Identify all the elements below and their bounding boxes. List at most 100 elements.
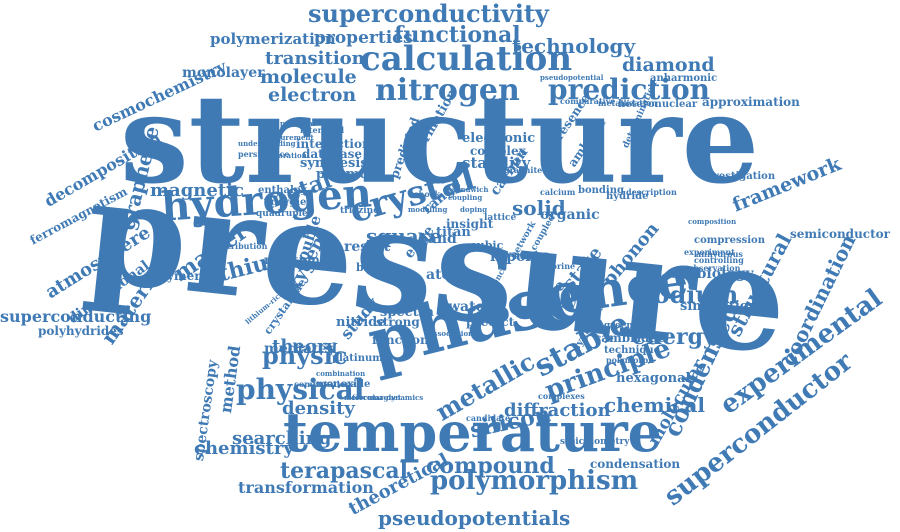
word-spectra: spectra <box>380 305 434 320</box>
word-stability: stability <box>462 154 531 172</box>
word-observation: observation <box>688 263 741 273</box>
word-polymorph: polymorph <box>606 355 655 365</box>
word-diamond: diamond <box>622 54 715 76</box>
word-monolayer: monolayer <box>182 65 265 81</box>
word-heteronuclear: heteronuclear <box>618 99 698 110</box>
word-composition: composition <box>688 217 737 226</box>
word-polymeric: polymeric <box>146 269 213 283</box>
word-band: band <box>418 231 457 247</box>
word-computational: computational <box>294 379 360 389</box>
word-mediated: mediated <box>264 341 338 357</box>
word-nitrogen: nitrogen <box>375 73 520 108</box>
word-database: database <box>302 147 363 161</box>
word-boron: boron <box>356 261 393 274</box>
word-combination: combination <box>316 369 366 378</box>
word-pseudopotentials: pseudopotentials <box>378 506 571 530</box>
word-doping: doping <box>460 205 488 214</box>
word-graphite: graphite <box>504 165 543 175</box>
word-chemical: chemical <box>604 393 705 417</box>
word-compression: compression <box>694 235 765 246</box>
word-function: function <box>372 333 429 347</box>
word-chemistry: chemistry <box>194 438 294 459</box>
word-theory: theory <box>272 336 337 357</box>
word-hydride: hydride <box>606 191 649 202</box>
word-temperature: temperature <box>283 400 663 464</box>
word-measurement: measurement <box>260 133 314 142</box>
word-anhydrous: anhydrous <box>696 249 743 259</box>
word-ferromagnet: ferromagnet <box>352 393 402 402</box>
word-sodium: sodium <box>640 280 739 309</box>
word-square: square <box>366 224 443 248</box>
word-transition: transition <box>265 48 365 69</box>
word-lattice: lattice <box>484 213 517 223</box>
word-water: water <box>448 299 492 315</box>
word-plasmon: plasmon <box>316 167 378 182</box>
word-exploration: exploration <box>262 151 307 160</box>
word-cambridge: cambridge <box>594 331 666 345</box>
word-platinum: platinum <box>332 353 383 364</box>
word-dissociation: dissociation <box>426 329 474 338</box>
word-polymerization: polymerization <box>210 30 336 48</box>
word-simulation: simulation <box>680 299 758 314</box>
word-investigation: investigation <box>702 171 776 182</box>
word-calcium: calcium <box>540 187 576 197</box>
word-approximation: approximation <box>702 95 800 109</box>
word-bonding: bonding <box>578 185 624 196</box>
word-electronic: electronic <box>462 131 536 146</box>
word-organic: organic <box>540 207 600 223</box>
word-exobiology: exobiology <box>670 266 754 282</box>
word-searching: searching <box>232 428 332 449</box>
word-complex: complex <box>470 144 526 158</box>
word-result: result <box>344 239 391 255</box>
word-modelling: modelling <box>408 205 448 214</box>
word-monoxide: monoxide <box>316 379 371 390</box>
word-coupling: coupling <box>448 193 483 202</box>
word-quadruple: quadruple <box>256 209 308 219</box>
word-physic: physic <box>262 341 348 370</box>
word-transformation: transformation <box>238 478 374 497</box>
word-description: description <box>626 187 677 197</box>
word-polymorphism: polymorphism <box>430 466 639 496</box>
word-functional: functional <box>394 22 521 48</box>
word-experiment: experiment <box>684 247 735 257</box>
word-energy: energy <box>632 324 716 350</box>
word-report: report <box>490 249 540 265</box>
word-technique: technique <box>604 345 661 356</box>
word-polyhydrides: polyhydrides <box>38 324 124 338</box>
word-bilayer: bilayer <box>544 297 591 311</box>
word-properties: properties <box>314 28 413 48</box>
word-predict: predict <box>466 315 515 329</box>
word-calculation: calculation <box>360 39 573 79</box>
word-electron: electron <box>268 84 357 106</box>
word-molecule: molecule <box>260 66 357 88</box>
word-controlling: controlling <box>694 255 744 265</box>
word-triazine: triazine <box>340 206 379 216</box>
word-compound: compound <box>426 453 555 479</box>
word-enthalpy: enthalpy <box>258 185 307 196</box>
word-stoichiometry: stoichiometry <box>560 437 630 447</box>
word-strong: strong <box>376 315 420 329</box>
word-molecular-dynamics: molecular-dynamics <box>344 393 424 402</box>
word-expansion: expansion <box>504 249 550 259</box>
word-superconducting: superconducting <box>0 307 152 326</box>
word-distribution: distribution <box>214 241 268 251</box>
word-atom: atom <box>426 267 466 283</box>
word-anharmonic: anharmonic <box>650 73 718 84</box>
word-complexes: complexes <box>538 391 585 401</box>
word-condensation: condensation <box>590 457 681 471</box>
word-comparative: comparative <box>560 96 616 106</box>
word-agreement: agreement <box>598 321 653 331</box>
word-structure: structure <box>120 67 760 211</box>
word-hexagonal: hexagonal <box>616 371 691 386</box>
word-potential: potential <box>280 119 316 128</box>
word-synthesis: synthesis <box>300 156 368 171</box>
word-interaction: interaction <box>296 137 371 151</box>
word-diffraction: diffraction <box>504 400 611 421</box>
word-solid: solid <box>512 196 566 220</box>
word-reaction: reaction <box>264 253 320 267</box>
word-insight: insight <box>446 217 494 231</box>
word-persistence: persistence <box>238 149 290 159</box>
word-titan: titan <box>436 225 471 240</box>
word-semiconductor: semiconductor <box>790 227 890 241</box>
